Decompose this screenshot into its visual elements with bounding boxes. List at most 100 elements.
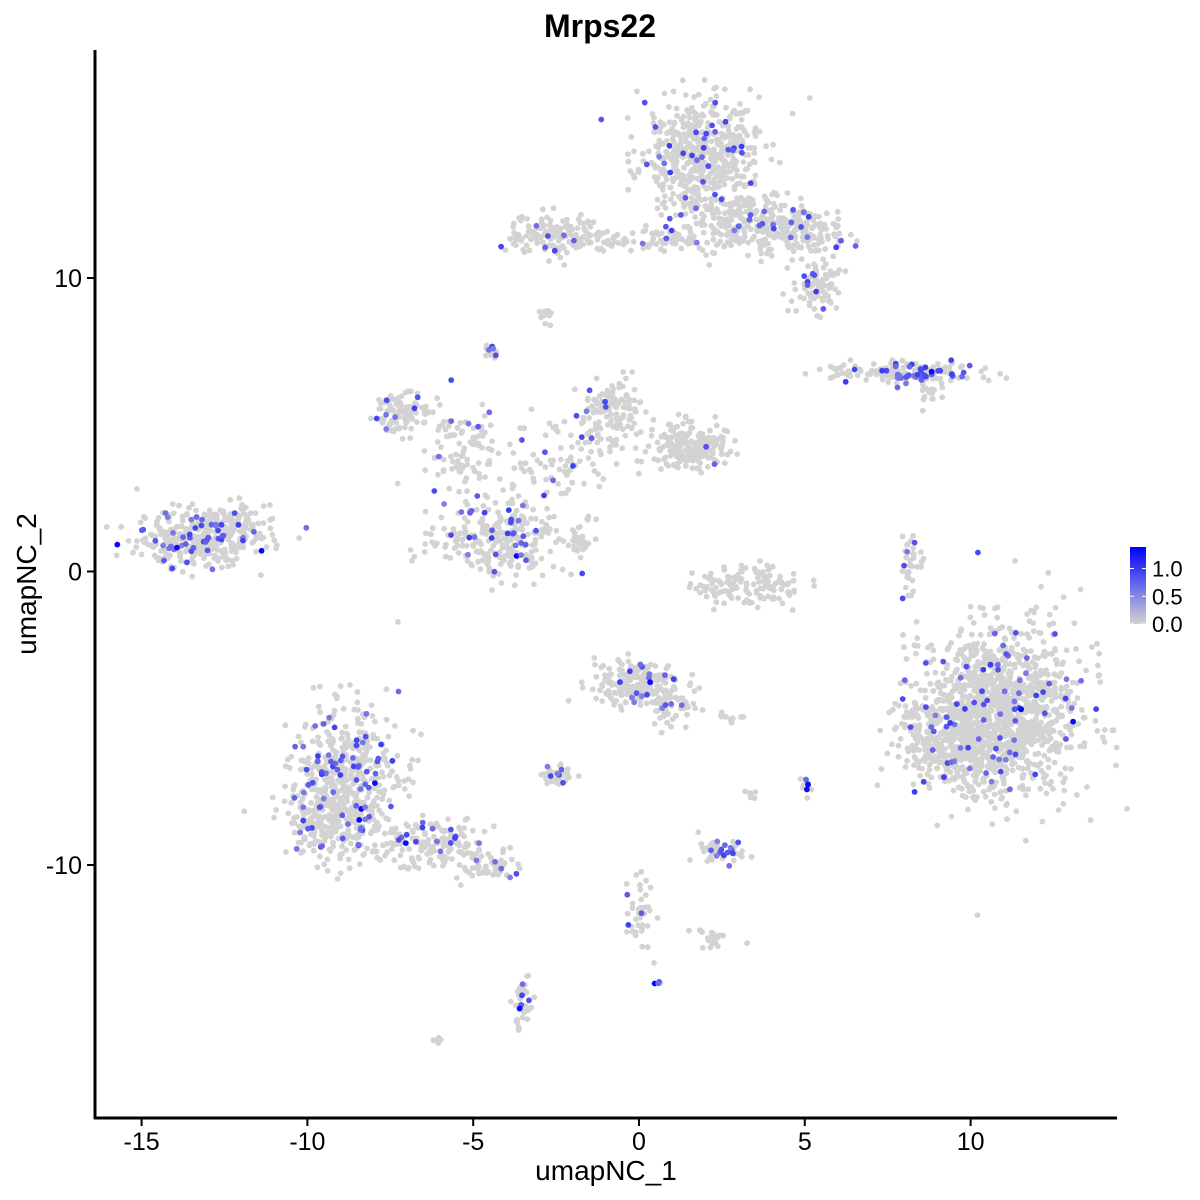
- cell-point: [959, 785, 965, 792]
- cell-point: [421, 419, 428, 426]
- cell-point: [429, 409, 436, 416]
- cell-point: [981, 728, 988, 734]
- cell-point: [965, 806, 971, 813]
- cell-point: [1033, 729, 1040, 736]
- cell-point: [499, 544, 506, 551]
- cell-point: [698, 169, 704, 176]
- cell-point: [103, 524, 110, 530]
- cell-point: [613, 461, 620, 467]
- cell-point: [174, 523, 181, 530]
- cell-point: [462, 816, 469, 823]
- cell-point: [1087, 817, 1094, 823]
- cell-point: [327, 848, 334, 854]
- cell-point: [283, 849, 289, 855]
- cell-point: [454, 424, 461, 431]
- cell-point: [422, 467, 429, 474]
- cell-point: [653, 143, 659, 150]
- cell-point: [384, 762, 391, 769]
- cell-point: [668, 156, 675, 163]
- cell-point: [610, 386, 617, 393]
- cell-point: [294, 814, 300, 820]
- cell-point: [550, 205, 557, 212]
- cell-point: [233, 549, 239, 556]
- cell-point: [546, 526, 553, 532]
- cell-point: [330, 781, 336, 788]
- cell-point: [724, 219, 730, 226]
- cell-point: [539, 206, 546, 213]
- cell-point: [991, 697, 998, 704]
- cell-point: [301, 834, 308, 841]
- cell-point: [331, 707, 338, 714]
- cell-point: [446, 485, 453, 492]
- cell-point: [893, 724, 899, 731]
- cell-point: [474, 442, 481, 449]
- cell-point: [606, 665, 613, 672]
- cell-point: [1083, 667, 1089, 674]
- cell-point: [532, 541, 538, 547]
- cell-point: [784, 265, 791, 271]
- cell-point: [529, 563, 536, 570]
- cell-point: [732, 437, 738, 444]
- cell-point: [1038, 767, 1045, 774]
- cell-point: [380, 773, 386, 780]
- cell-point: [713, 599, 720, 606]
- cell-point: [970, 652, 977, 659]
- cell-point: [756, 94, 762, 101]
- cell-point: [688, 195, 695, 201]
- cell-point: [971, 686, 978, 693]
- cell-point: [502, 247, 509, 254]
- cell-point: [314, 864, 321, 871]
- cell-point: [369, 804, 376, 811]
- cell-point: [480, 433, 486, 439]
- cell-point: [680, 420, 687, 427]
- cell-point: [689, 199, 696, 206]
- cell-point: [756, 128, 763, 135]
- cell-point: [285, 810, 292, 817]
- cell-point: [397, 852, 404, 859]
- cell-point: [790, 570, 797, 577]
- cell-point: [479, 401, 486, 408]
- cell-point: [834, 208, 841, 215]
- cell-point: [260, 503, 267, 509]
- cell-point: [449, 856, 455, 862]
- cell-point: [802, 370, 809, 377]
- cell-point: [987, 654, 993, 661]
- cell-point: [797, 294, 804, 300]
- cell-point: [740, 173, 747, 180]
- cell-point: [273, 545, 279, 552]
- cell-point: [685, 223, 691, 230]
- cell-point: [812, 248, 819, 254]
- cell-point: [447, 453, 454, 460]
- cell-point: [898, 720, 905, 727]
- cell-point: [303, 758, 310, 764]
- cell-point: [674, 112, 680, 119]
- cell-point: [743, 582, 750, 589]
- cell-point: [940, 682, 946, 689]
- cell-point: [1065, 689, 1071, 696]
- cell-point: [588, 448, 594, 455]
- cell-point: [854, 372, 861, 379]
- cell-point: [703, 252, 709, 258]
- cell-point: [661, 199, 668, 206]
- cell-point: [269, 515, 276, 522]
- cell-point: [413, 419, 420, 425]
- cell-point: [909, 563, 915, 570]
- cell-point: [1039, 733, 1046, 740]
- cell-point: [584, 397, 591, 404]
- cell-point: [808, 290, 815, 297]
- cell-point: [1055, 807, 1062, 813]
- cell-point: [455, 550, 462, 556]
- cell-point: [377, 857, 383, 863]
- cell-point: [758, 258, 764, 265]
- cell-point: [422, 541, 429, 547]
- cell-point: [1038, 667, 1044, 674]
- cell-point: [401, 424, 408, 431]
- cell-point: [671, 200, 677, 207]
- cell-point: [702, 573, 708, 580]
- cell-point: [485, 445, 492, 452]
- cell-point: [922, 746, 929, 753]
- cell-point: [464, 456, 471, 463]
- cell-point: [961, 777, 967, 783]
- cell-point: [719, 216, 726, 223]
- cell-point: [768, 253, 775, 259]
